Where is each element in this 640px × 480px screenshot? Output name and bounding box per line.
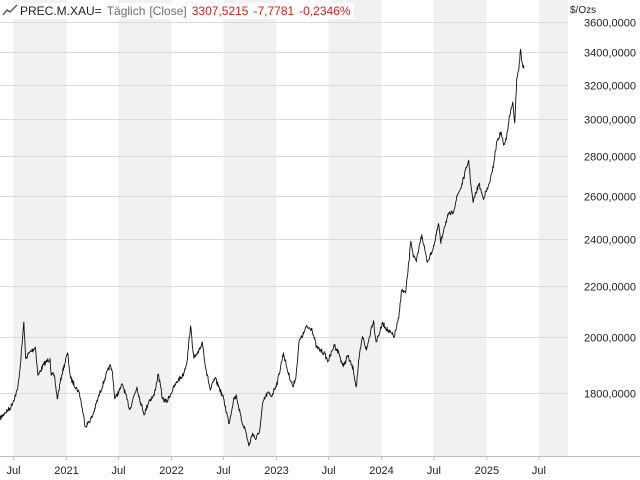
- price-line: [0, 48, 525, 447]
- y-tick-label: 2200,0000: [584, 282, 636, 294]
- x-axis-ticks: Jul 2021 Jul 2022 Jul 2023 Jul 2024 Jul 2025 Jul: [6, 456, 546, 477]
- instrument-symbol: PREC.M.XAU=: [20, 4, 102, 18]
- line-chart-icon[interactable]: [2, 4, 18, 16]
- time-band: [223, 0, 277, 456]
- x-tick-label: 2022: [159, 465, 183, 477]
- y-axis-area: [568, 0, 640, 456]
- gridlines: [0, 22, 568, 394]
- x-tick-label: Jul: [532, 465, 546, 477]
- y-tick-label: 2400,0000: [584, 235, 636, 247]
- time-band: [118, 0, 172, 456]
- y-tick-label: 3400,0000: [584, 48, 636, 60]
- y-tick-label: 1800,0000: [584, 389, 636, 401]
- price-change: -7,7781: [253, 4, 295, 18]
- y-tick-label: 2600,0000: [584, 192, 636, 204]
- price-mode-label: [Close]: [149, 4, 187, 18]
- time-band: [538, 0, 568, 456]
- y-axis-unit-label: $/Ozs: [570, 5, 597, 16]
- y-tick-label: 3000,0000: [584, 115, 636, 127]
- x-tick-label: Jul: [112, 465, 126, 477]
- y-tick-label: 2800,0000: [584, 152, 636, 164]
- x-tick-label: Jul: [217, 465, 231, 477]
- x-tick-label: Jul: [322, 465, 336, 477]
- time-band: [433, 0, 487, 456]
- y-axis-ticks: 1800,0000 2000,0000 2200,0000 2400,0000 2600…: [584, 18, 636, 401]
- x-tick-label: 2024: [369, 465, 393, 477]
- time-band: [328, 0, 382, 456]
- time-band: [13, 0, 67, 456]
- price-change-percent: -0,2346%: [299, 4, 351, 18]
- y-tick-label: 3600,0000: [584, 18, 636, 30]
- chart-header: PREC.M.XAU= Täglich [Close] 3307,5215 -7,778…: [2, 3, 354, 19]
- x-tick-label: 2021: [54, 465, 78, 477]
- interval-label: Täglich: [106, 4, 146, 18]
- y-tick-label: 2000,0000: [584, 333, 636, 345]
- x-tick-label: 2023: [264, 465, 288, 477]
- x-tick-label: Jul: [427, 465, 441, 477]
- x-tick-label: 2025: [475, 465, 499, 477]
- alternating-time-bands: [13, 0, 568, 456]
- last-price: 3307,5215: [191, 4, 249, 18]
- price-series: [0, 48, 525, 447]
- y-tick-label: 3200,0000: [584, 81, 636, 93]
- x-tick-label: Jul: [6, 465, 20, 477]
